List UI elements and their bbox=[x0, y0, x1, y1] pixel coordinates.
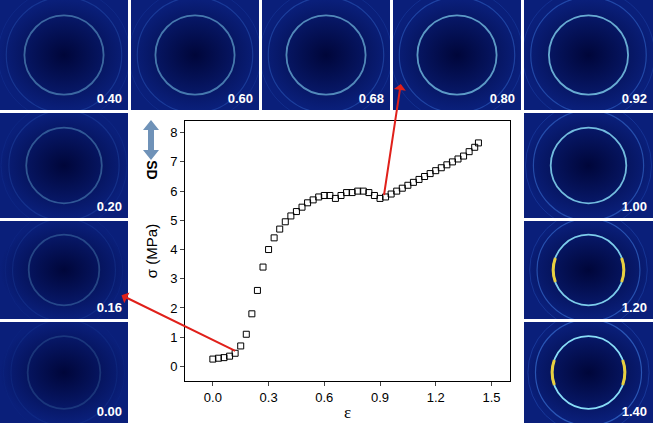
svg-text:3: 3 bbox=[170, 271, 177, 286]
svg-text:0: 0 bbox=[170, 359, 177, 374]
svg-text:0.9: 0.9 bbox=[371, 390, 389, 405]
svg-text:0.3: 0.3 bbox=[260, 390, 278, 405]
svg-text:5: 5 bbox=[170, 213, 177, 228]
html-text:0.60: 0.60 bbox=[227, 91, 253, 106]
svg-text:4: 4 bbox=[170, 242, 177, 257]
svg-text:ε: ε bbox=[344, 403, 351, 422]
html-text:0.00: 0.00 bbox=[96, 404, 122, 419]
svg-text:1.2: 1.2 bbox=[427, 390, 445, 405]
svg-text:8: 8 bbox=[170, 125, 177, 140]
svg-text:6: 6 bbox=[170, 184, 177, 199]
html-text:1.00: 1.00 bbox=[621, 199, 647, 214]
html-text:0.20: 0.20 bbox=[96, 199, 122, 214]
svg-text:0.0: 0.0 bbox=[204, 390, 222, 405]
html-text:SD: SD bbox=[144, 160, 160, 180]
html-text:0.40: 0.40 bbox=[96, 91, 122, 106]
svg-text:1: 1 bbox=[170, 330, 177, 345]
svg-text:σ (MPa): σ (MPa) bbox=[143, 224, 160, 278]
html-text:1.40: 1.40 bbox=[621, 404, 647, 419]
html-text:0.92: 0.92 bbox=[621, 91, 647, 106]
html-text:1.20: 1.20 bbox=[621, 300, 647, 315]
svg-text:7: 7 bbox=[170, 154, 177, 169]
html-text:0.16: 0.16 bbox=[96, 300, 122, 315]
svg-text:1.5: 1.5 bbox=[482, 390, 500, 405]
html-text:0.68: 0.68 bbox=[358, 91, 384, 106]
svg-text:0.6: 0.6 bbox=[315, 390, 333, 405]
html-text:0.80: 0.80 bbox=[489, 91, 515, 106]
svg-text:2: 2 bbox=[170, 301, 177, 316]
